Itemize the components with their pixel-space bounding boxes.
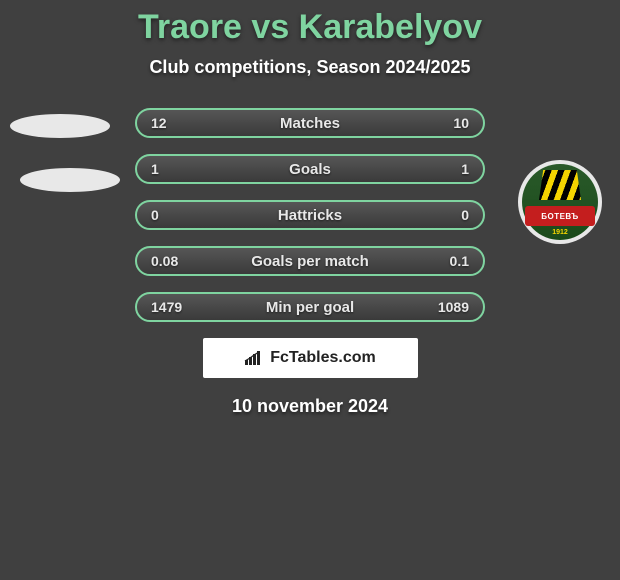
stat-row-goals: 1 Goals 1 <box>135 154 485 184</box>
stat-right-value: 10 <box>429 115 469 131</box>
stat-row-matches: 12 Matches 10 <box>135 108 485 138</box>
stat-right-value: 1089 <box>429 299 469 315</box>
root-container: Traore vs Karabelyov Club competitions, … <box>0 0 620 417</box>
stat-row-goals-per-match: 0.08 Goals per match 0.1 <box>135 246 485 276</box>
stat-label: Goals <box>289 161 331 178</box>
stat-label: Hattricks <box>278 207 342 224</box>
stat-right-value: 1 <box>429 161 469 177</box>
stat-left-value: 0 <box>151 207 191 223</box>
page-title: Traore vs Karabelyov <box>0 8 620 47</box>
club-badge-banner: БОТЕВЪ <box>525 206 595 226</box>
stat-left-value: 12 <box>151 115 191 131</box>
stat-right-value: 0 <box>429 207 469 223</box>
stat-left-value: 0.08 <box>151 253 191 269</box>
player-left-placeholder <box>10 114 110 138</box>
stat-label: Goals per match <box>251 253 369 270</box>
footer-date: 10 november 2024 <box>0 396 620 417</box>
stat-left-value: 1479 <box>151 299 191 315</box>
club-left-placeholder <box>20 168 120 192</box>
club-badge-stripes-icon <box>539 170 581 200</box>
club-right-badge: БОТЕВЪ 1912 <box>518 160 602 244</box>
club-badge-inner: БОТЕВЪ 1912 <box>522 164 598 240</box>
stats-area: БОТЕВЪ 1912 12 Matches 10 1 Goals 1 0 Ha… <box>0 108 620 417</box>
stat-left-value: 1 <box>151 161 191 177</box>
stat-row-hattricks: 0 Hattricks 0 <box>135 200 485 230</box>
stat-right-value: 0.1 <box>429 253 469 269</box>
stat-row-min-per-goal: 1479 Min per goal 1089 <box>135 292 485 322</box>
brand-text: FcTables.com <box>270 349 376 367</box>
stat-label: Min per goal <box>266 299 354 316</box>
club-badge-year: 1912 <box>552 229 568 236</box>
brand-box[interactable]: FcTables.com <box>203 338 418 378</box>
stat-rows: 12 Matches 10 1 Goals 1 0 Hattricks 0 0.… <box>135 108 485 322</box>
stat-label: Matches <box>280 115 340 132</box>
bar-chart-icon <box>244 350 264 366</box>
page-subtitle: Club competitions, Season 2024/2025 <box>0 57 620 78</box>
